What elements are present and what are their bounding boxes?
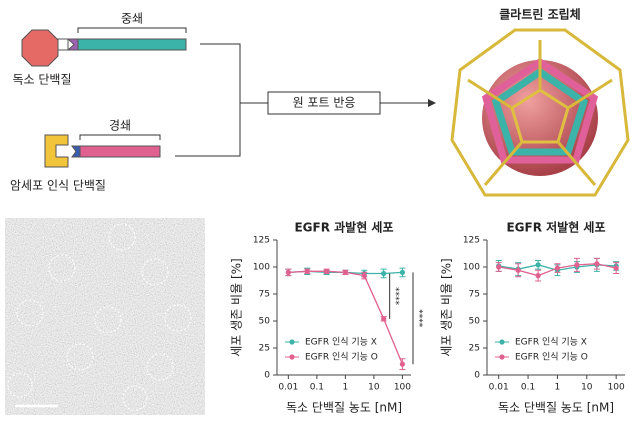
arrowhead [428, 99, 436, 107]
data-point [574, 262, 580, 268]
x-tick-label: 10 [368, 383, 380, 393]
legend-label: EGFR 인식 기능 X [515, 337, 587, 348]
x-tick-label: 0.1 [521, 383, 535, 393]
micrograph [5, 218, 205, 415]
y-tick-label: 50 [259, 317, 271, 327]
reaction-label: 원 포트 반응 [293, 96, 356, 110]
toxin-icon [21, 29, 59, 67]
x-tick-label: 0.01 [489, 383, 509, 393]
x-tick-label: 1 [343, 383, 349, 393]
y-tick-label: 100 [253, 263, 270, 273]
y-tick-label: 50 [469, 317, 481, 327]
bracket [79, 134, 161, 140]
data-point [535, 262, 541, 268]
em-image [5, 218, 205, 415]
y-tick-label: 0 [474, 371, 480, 381]
legend-marker [289, 354, 295, 360]
data-point [399, 269, 406, 275]
tag [71, 145, 81, 158]
x-tick-label: 1 [555, 383, 561, 393]
x-tick-label: 10 [581, 383, 593, 393]
data-point [342, 269, 348, 275]
data-point [381, 270, 387, 277]
y-axis-label: 세포 생존 비율 [%] [230, 258, 244, 356]
light-chain-label: 경쇄 [109, 119, 131, 133]
targeting-label: 암세포 인식 단백질 [10, 179, 106, 193]
data-point [554, 265, 561, 271]
y-tick-label: 100 [463, 263, 480, 273]
data-point [361, 273, 367, 279]
data-point [304, 268, 310, 274]
legend-label: EGFR 인식 기능 O [515, 352, 588, 363]
significance-label: **** [390, 287, 400, 306]
legend-label: EGFR 인식 기능 O [305, 352, 378, 363]
data-point [399, 361, 406, 367]
legend-marker [499, 354, 505, 360]
y-axis-label: 세포 생존 비율 [%] [440, 258, 454, 356]
y-tick-label: 125 [463, 236, 480, 246]
y-tick-label: 75 [259, 290, 270, 300]
y-tick-label: 75 [469, 290, 480, 300]
x-axis-label: 독소 단백질 농도 [nM] [286, 401, 402, 415]
y-tick-label: 125 [253, 236, 270, 246]
bracket [77, 27, 187, 33]
heavy-chain-label: 중쇄 [121, 12, 143, 26]
cage-illustration [450, 28, 630, 197]
light-chain-bar [79, 145, 161, 158]
x-tick-label: 0.01 [278, 383, 298, 393]
y-tick-label: 0 [264, 371, 270, 381]
heavy-chain-bar [77, 38, 187, 51]
data-point [535, 273, 541, 279]
significance-label: **** [414, 309, 424, 328]
data-point [515, 267, 521, 273]
data-point [613, 265, 619, 271]
data-point [285, 269, 291, 275]
chart-title: EGFR 과발현 세포 [294, 220, 393, 235]
y-tick-label: 25 [259, 344, 270, 354]
schematic: 중쇄 독소 단백질 경쇄 암세포 인식 단백질 원 포트 반응 클라트린 조립체 [10, 7, 630, 197]
linker [57, 38, 69, 51]
x-tick-label: 100 [608, 383, 625, 393]
data-point [324, 268, 330, 274]
y-tick-label: 25 [469, 344, 480, 354]
data-point [381, 316, 387, 322]
assembly-title: 클라트린 조립체 [499, 7, 580, 22]
chart-title: EGFR 저발현 세포 [506, 220, 605, 235]
legend-marker [499, 339, 505, 345]
x-axis-label: 독소 단백질 농도 [nM] [498, 401, 614, 415]
x-tick-label: 100 [394, 383, 411, 393]
tag [66, 38, 79, 51]
toxin-label: 독소 단백질 [12, 73, 71, 87]
targeting-icon [44, 134, 69, 168]
legend-label: EGFR 인식 기능 X [305, 337, 377, 348]
reaction-box [267, 91, 381, 115]
legend-marker [289, 339, 295, 345]
data-point [496, 264, 502, 270]
x-tick-label: 0.1 [310, 383, 324, 393]
data-point [594, 261, 600, 267]
